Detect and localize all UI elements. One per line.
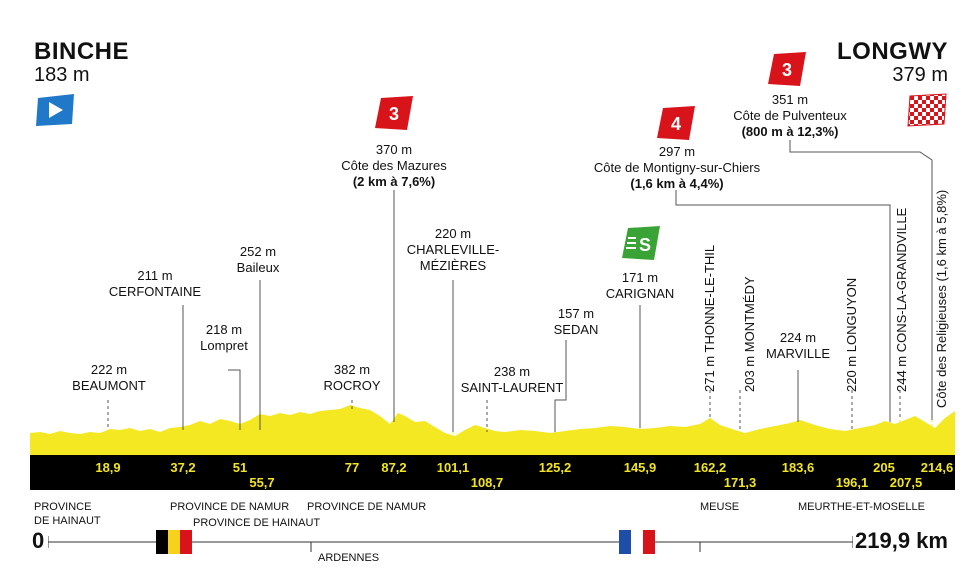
- region-hainaut: PROVINCE DE HAINAUT: [34, 501, 101, 527]
- finish-town: LONGWY: [837, 38, 948, 65]
- km-mark: 108,7: [470, 475, 504, 490]
- point-rocroy: 382 m ROCROY: [323, 362, 381, 393]
- start-flag-icon: [36, 94, 74, 126]
- km-mark: 55,7: [249, 475, 275, 490]
- region-namur: PROVINCE DE NAMUR: [170, 501, 290, 513]
- elevation-profile: [30, 140, 955, 490]
- finish-flag-icon: [907, 93, 947, 127]
- point-thonne-le-thil: 271 m THONNE-LE-THIL: [702, 244, 717, 392]
- sprint-icon: S: [622, 226, 660, 260]
- km-mark: 37,2: [170, 460, 196, 475]
- climb-cat3-icon: 3: [768, 52, 806, 86]
- svg-text:S: S: [639, 235, 651, 255]
- svg-text:4: 4: [671, 114, 681, 134]
- point-cerfontaine: 211 m CERFONTAINE: [108, 268, 202, 299]
- axis-start-label: 0: [32, 528, 45, 553]
- point-sedan: 157 m SEDAN: [553, 306, 599, 337]
- point-marville: 224 m MARVILLE: [765, 330, 831, 361]
- region-meurthe-et-moselle: MEURTHE-ET-MOSELLE: [798, 501, 925, 513]
- point-carignan: 171 m CARIGNAN: [605, 270, 675, 301]
- point-montmedy: 203 m MONTMÉDY: [742, 276, 757, 392]
- point-cote-des-mazures: 370 m Côte des Mazures (2 km à 7,6%): [341, 142, 447, 189]
- belgium-flag-icon: [156, 530, 192, 554]
- km-mark: 125,2: [538, 460, 572, 475]
- km-mark: 18,9: [95, 460, 121, 475]
- svg-text:3: 3: [389, 104, 399, 124]
- km-mark: 101,1: [436, 460, 470, 475]
- climb-cat3-icon: 3: [375, 96, 413, 130]
- km-mark: 171,3: [723, 475, 757, 490]
- point-beaumont: 222 m BEAUMONT: [72, 362, 146, 393]
- km-mark: 214,6: [920, 460, 954, 475]
- france-flag-icon: [619, 530, 655, 554]
- region-hainaut-2: PROVINCE DE HAINAUT: [193, 517, 321, 529]
- km-mark: 162,2: [693, 460, 727, 475]
- region-meuse: MEUSE: [700, 501, 740, 513]
- region-namur-2: PROVINCE DE NAMUR: [307, 501, 427, 513]
- axis-end-label: 219,9 km: [855, 528, 948, 553]
- point-cote-de-pulventeux: 351 m Côte de Pulventeux (800 m à 12,3%): [733, 92, 847, 139]
- km-mark: 87,2: [381, 460, 407, 475]
- km-mark: 207,5: [889, 475, 923, 490]
- point-cons-la-grandville: 244 m CONS-LA-GRANDVILLE: [894, 207, 909, 392]
- start-altitude: 183 m: [34, 64, 90, 86]
- km-mark: 145,9: [623, 460, 657, 475]
- climb-cat4-icon: 4: [657, 106, 695, 140]
- km-mark: 205: [873, 460, 895, 475]
- point-longuyon: 220 m LONGUYON: [844, 277, 859, 392]
- point-cote-de-montigny: 297 m Côte de Montigny-sur-Chiers (1,6 km …: [593, 144, 761, 191]
- start-town: BINCHE: [34, 38, 130, 65]
- point-baileux: 252 m Baileux: [236, 244, 280, 275]
- point-cote-des-religieuses: Côte des Religieuses (1,6 km à 5,8%): [934, 189, 949, 408]
- finish-altitude: 379 m: [892, 64, 948, 86]
- km-mark: 183,6: [781, 460, 815, 475]
- km-mark: 51: [232, 460, 248, 475]
- km-mark: 77: [344, 460, 360, 475]
- km-band: [30, 455, 955, 490]
- region-ardennes: ARDENNES: [318, 552, 380, 564]
- point-saint-laurent: 238 m SAINT-LAURENT: [460, 364, 564, 395]
- svg-text:3: 3: [782, 60, 792, 80]
- point-lompret: 218 m Lompret: [200, 322, 248, 353]
- km-mark: 196,1: [835, 475, 869, 490]
- point-charleville-mezieres: 220 m CHARLEVILLE- MÉZIÈRES: [406, 226, 500, 273]
- elevation-area: [30, 405, 955, 455]
